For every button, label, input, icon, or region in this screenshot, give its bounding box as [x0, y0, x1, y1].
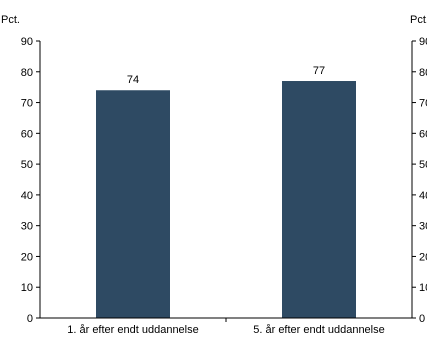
y-tick-label-right: 90 — [419, 36, 427, 48]
y-axis-right-ticks: 0 10 20 30 40 50 60 70 80 90 — [412, 36, 427, 325]
y-tick-label-right: 60 — [419, 128, 427, 140]
y-tick-label-left: 80 — [21, 67, 33, 79]
y-tick-label-right: 40 — [419, 190, 427, 202]
category-label: 1. år efter endt uddannelse — [67, 324, 198, 336]
y-axis-left-ticks: 0 10 20 30 40 50 60 70 80 90 — [21, 36, 40, 325]
bars — [96, 81, 356, 318]
y-tick-label-right: 30 — [419, 221, 427, 233]
bar-value-label: 77 — [313, 65, 325, 77]
y-axis-unit-left: Pct. — [1, 14, 20, 26]
bar — [96, 90, 170, 318]
y-tick-label-right: 20 — [419, 251, 427, 263]
y-tick-label-left: 30 — [21, 221, 33, 233]
y-tick-label-left: 0 — [27, 313, 33, 325]
y-tick-label-left: 70 — [21, 98, 33, 110]
x-axis-category-labels: 1. år efter endt uddannelse 5. år efter e… — [67, 324, 384, 336]
y-tick-label-right: 70 — [419, 98, 427, 110]
y-tick-label-left: 20 — [21, 251, 33, 263]
category-label: 5. år efter endt uddannelse — [253, 324, 384, 336]
y-axis-unit-right: Pct. — [410, 14, 427, 26]
y-tick-label-left: 50 — [21, 159, 33, 171]
y-tick-label-left: 10 — [21, 282, 33, 294]
y-tick-label-right: 10 — [419, 282, 427, 294]
y-tick-label-right: 80 — [419, 67, 427, 79]
data-labels: 74 77 — [127, 65, 325, 86]
y-tick-label-left: 40 — [21, 190, 33, 202]
y-tick-label-left: 60 — [21, 128, 33, 140]
y-tick-label-right: 50 — [419, 159, 427, 171]
y-tick-label-left: 90 — [21, 36, 33, 48]
y-tick-label-right: 0 — [419, 313, 425, 325]
bar-value-label: 74 — [127, 74, 139, 86]
bar — [282, 81, 356, 318]
